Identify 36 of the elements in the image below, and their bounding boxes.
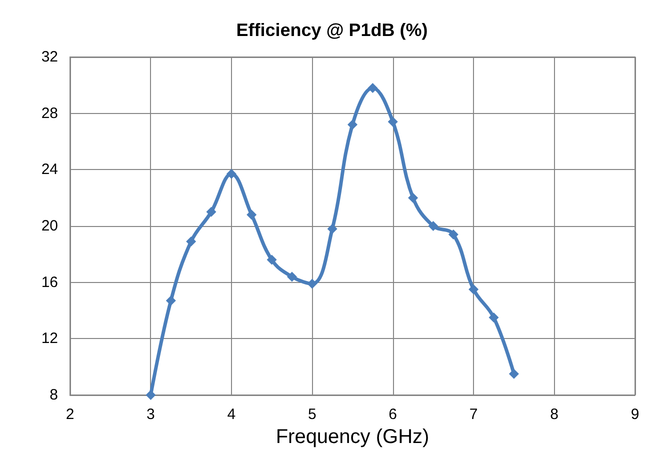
point <box>266 254 277 265</box>
y-tick-label: 8 <box>50 386 58 404</box>
point <box>348 120 358 130</box>
x-tick-label: 5 <box>308 406 316 423</box>
x-tick-label: 6 <box>388 406 398 423</box>
point <box>186 236 196 246</box>
point <box>206 206 216 217</box>
point <box>468 284 479 294</box>
point <box>226 168 236 179</box>
y-tick-label: 32 <box>41 48 58 66</box>
x-axis-title: Frequency (GHz) <box>276 426 430 448</box>
point <box>448 229 458 240</box>
point <box>428 221 438 231</box>
point <box>246 210 257 220</box>
point <box>166 296 176 306</box>
point <box>146 390 156 400</box>
y-tick-label: 28 <box>41 104 58 122</box>
x-tick-label: 9 <box>630 406 640 423</box>
y-tick-label: 16 <box>41 274 58 291</box>
point <box>388 116 398 127</box>
y-tick-label: 24 <box>41 161 58 178</box>
point <box>508 368 519 379</box>
y-tick-label: 12 <box>41 330 58 348</box>
x-tick-label: 4 <box>227 406 236 423</box>
y-tick-label: 20 <box>41 218 58 234</box>
chart-title: Efficiency @ P1dB (%) <box>236 20 428 40</box>
point <box>286 272 297 282</box>
point <box>327 224 338 234</box>
x-tick-label: 8 <box>550 406 558 423</box>
x-tick-label: 2 <box>66 406 74 423</box>
point <box>307 278 318 289</box>
point <box>368 82 378 93</box>
x-tick-label: 3 <box>146 406 155 423</box>
point <box>408 192 418 203</box>
x-tick-label: 7 <box>469 406 478 423</box>
point <box>488 312 499 323</box>
